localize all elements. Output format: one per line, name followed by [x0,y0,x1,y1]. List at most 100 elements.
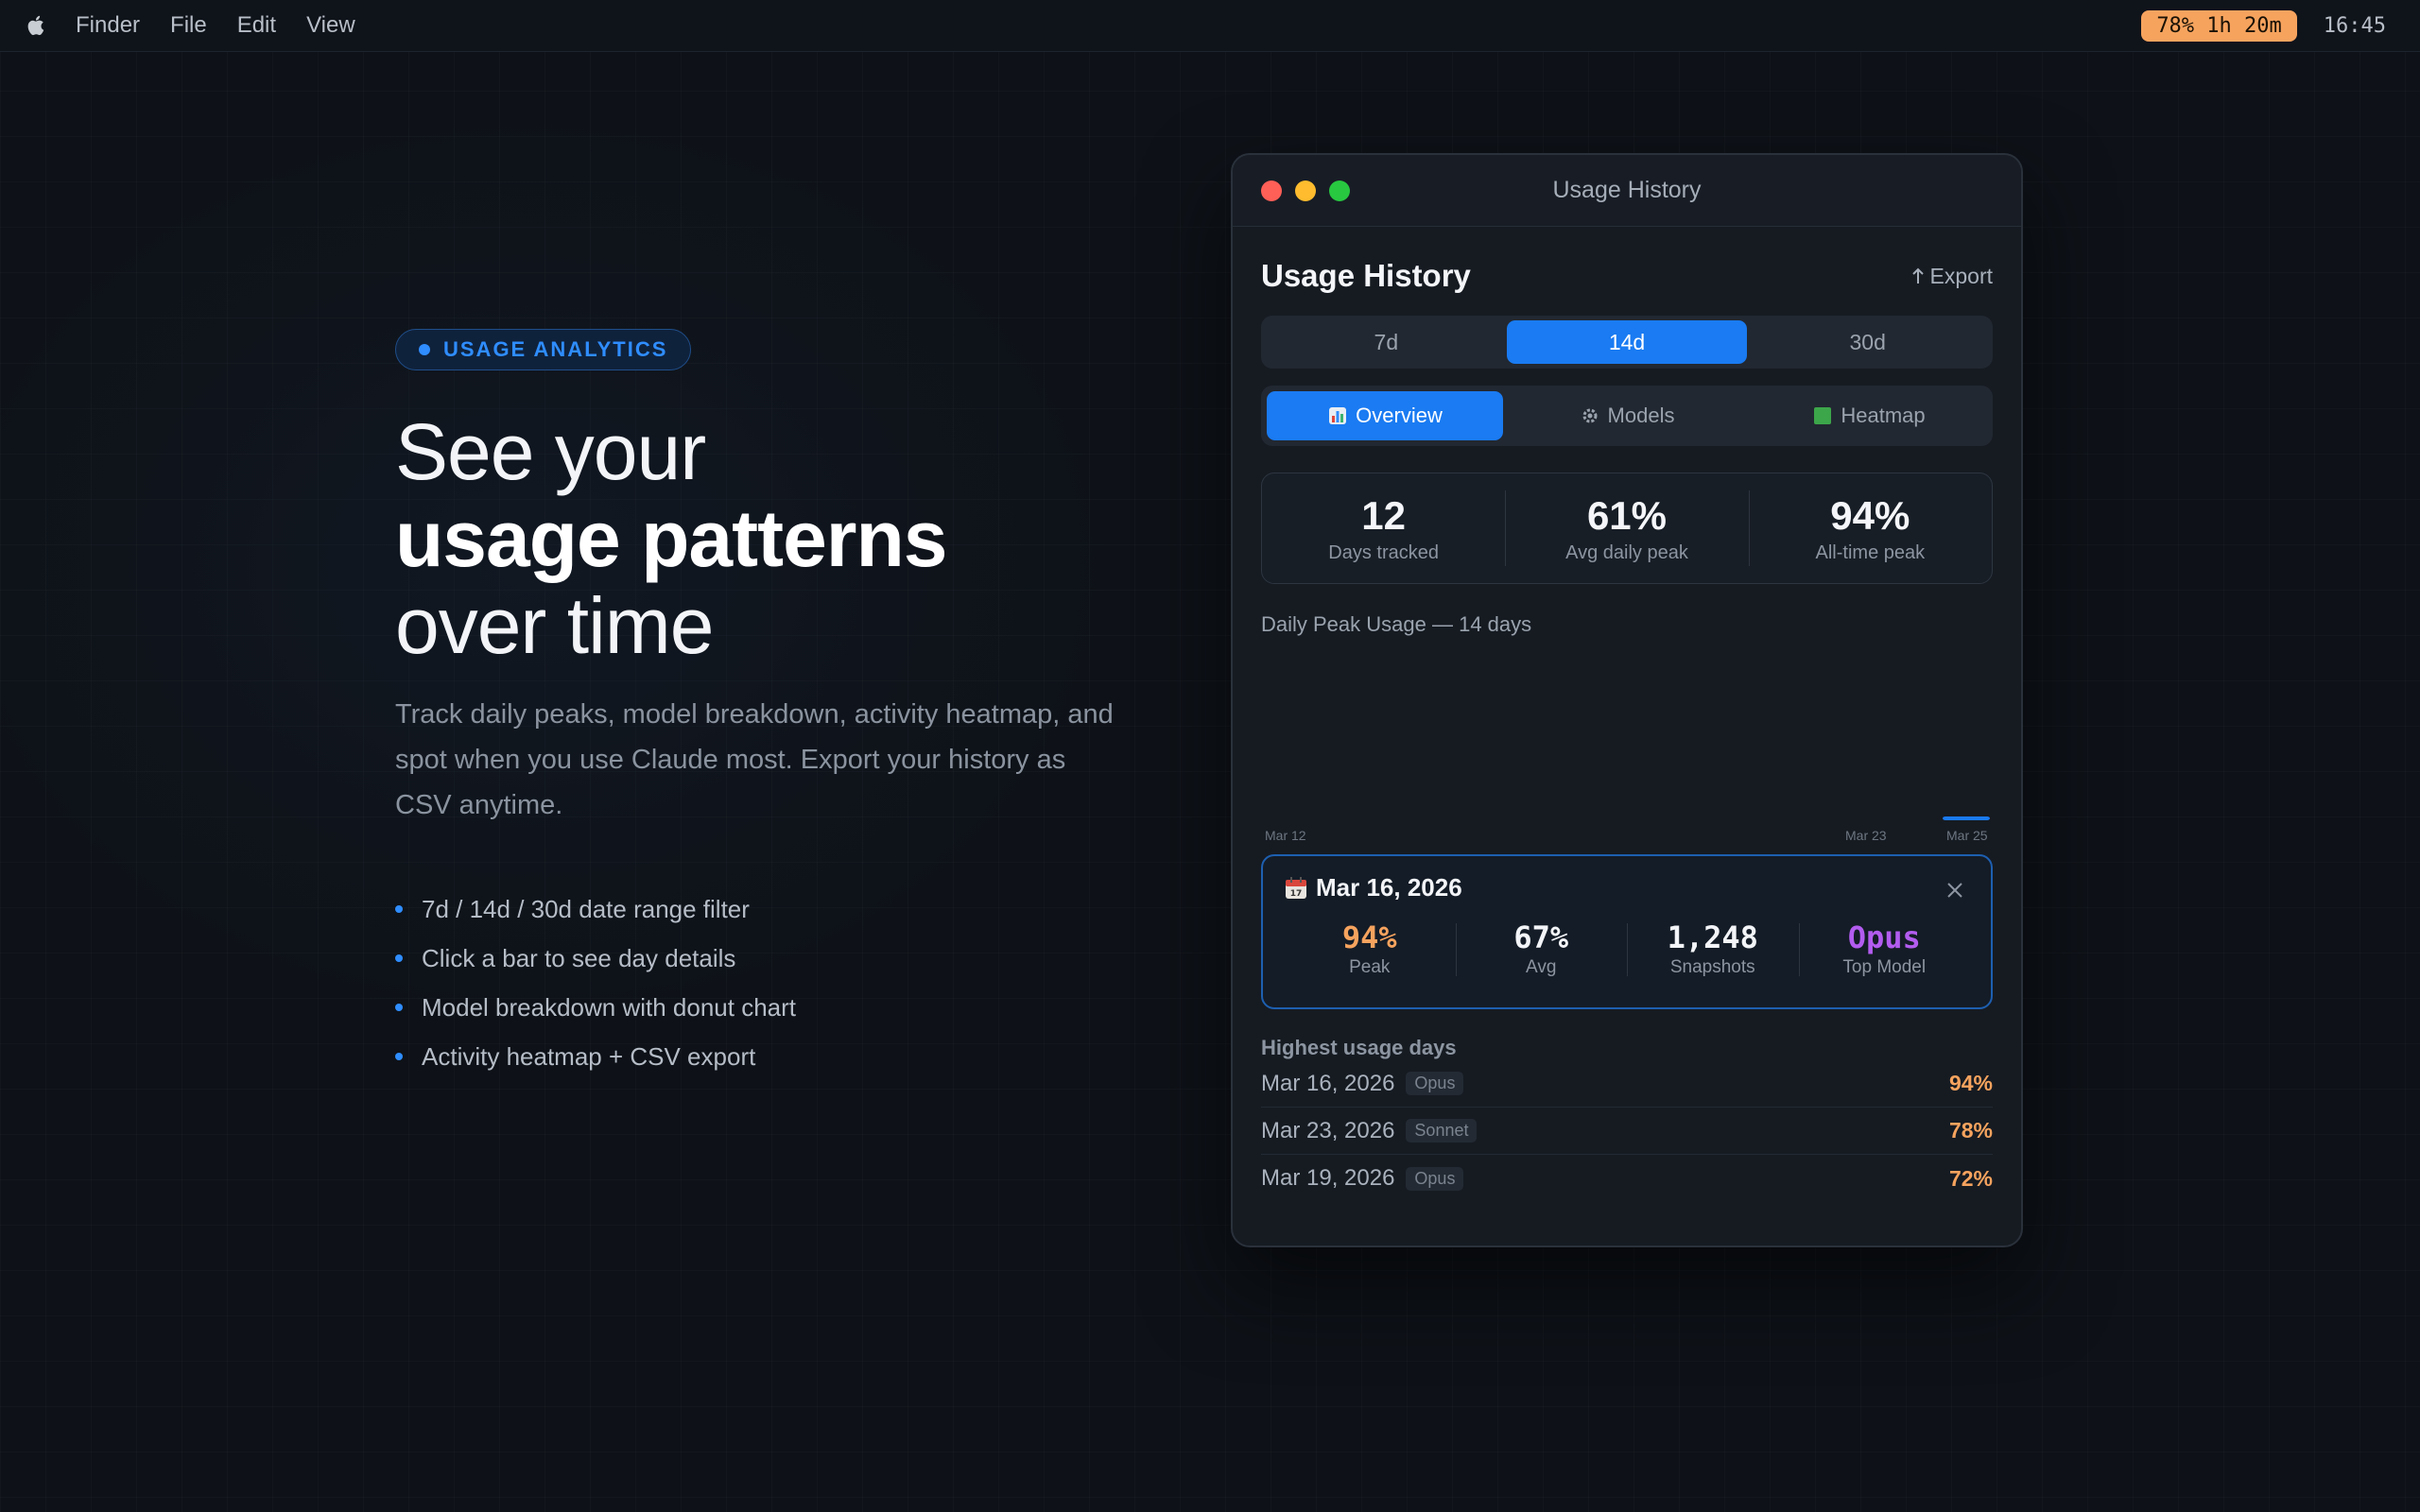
feature-item: Activity heatmap + CSV export [395,1032,1114,1081]
badge-dot-icon [419,344,430,355]
detail-label: Peak [1349,957,1391,977]
list-item[interactable]: Mar 23, 2026 Sonnet 78% [1261,1108,1993,1155]
window-title: Usage History [1552,177,1702,203]
detail-top-model: Opus Top Model [1798,919,1971,978]
feature-item: 7d / 14d / 30d date range filter [395,885,1114,934]
row-percent: 78% [1948,1118,1993,1143]
list-item[interactable]: Mar 16, 2026 Opus 94% [1261,1060,1993,1108]
row-date: Mar 16, 2026 [1261,1070,1395,1096]
zoom-window-button[interactable] [1329,180,1350,201]
detail-stats: 94% Peak 67% Avg 1,248 Snapshots Opus To… [1284,919,1970,978]
stat-label: Days tracked [1328,541,1440,563]
daily-peak-chart[interactable]: Mar 12 Mar 23 Mar 25 [1261,644,1993,850]
row-percent: 94% [1948,1071,1993,1095]
x-tick-label: Mar 12 [1265,828,1306,843]
tab-overview[interactable]: Overview [1267,391,1503,440]
feature-item: Model breakdown with donut chart [395,983,1114,1032]
tab-models-label: Models [1607,404,1675,427]
export-button[interactable]: Export [1911,264,1993,289]
feature-item: Click a bar to see day details [395,934,1114,983]
detail-value: 94% [1341,919,1397,955]
window-content: Usage History Export 7d 14d 30d Overview [1233,227,2021,1202]
svg-text:17: 17 [1290,889,1303,899]
stat-label: Avg daily peak [1565,541,1688,563]
hero-section: USAGE ANALYTICS See your usage patterns … [395,329,1114,1081]
window-titlebar[interactable]: Usage History [1233,155,2021,227]
detail-value: 67% [1513,919,1569,955]
menu-finder[interactable]: Finder [76,12,141,38]
minimize-window-button[interactable] [1295,180,1316,201]
export-label: Export [1929,263,1993,288]
detail-label: Snapshots [1669,957,1755,977]
tab-heatmap-label: Heatmap [1841,404,1926,427]
bullet-icon [395,954,403,962]
hero-headline: See your usage patterns over time [395,408,1114,669]
apple-icon[interactable] [26,13,47,38]
highest-usage-list: Mar 16, 2026 Opus 94% Mar 23, 2026 Sonne… [1261,1060,1993,1202]
close-window-button[interactable] [1261,180,1282,201]
badge-label: USAGE ANALYTICS [443,337,668,361]
bar-chart-icon [1327,405,1348,426]
stat-avg-daily-peak: 61% Avg daily peak [1505,473,1748,583]
stat-label: All-time peak [1815,541,1926,563]
detail-avg: 67% Avg [1455,919,1628,978]
menu-edit[interactable]: Edit [236,12,277,38]
tab-models[interactable]: Models [1509,391,1745,440]
menu-bar: Finder File Edit View 78% 1h 20m 16:45 [0,0,2420,52]
menu-clock: 16:45 [2323,13,2386,38]
detail-label: Top Model [1842,957,1927,977]
row-percent: 72% [1948,1165,1993,1191]
detail-date: Mar 16, 2026 [1316,873,1462,902]
menu-view[interactable]: View [306,12,355,38]
feature-text: Model breakdown with donut chart [422,992,797,1022]
menu-file[interactable]: File [170,12,207,38]
range-option-30d[interactable]: 30d [1849,329,1886,354]
usage-status-pill[interactable]: 78% 1h 20m [2141,9,2297,42]
close-icon[interactable] [1945,881,1964,900]
day-detail-card: 17 Mar 16, 2026 94% Peak 67% Avg 1,248 S… [1261,854,1993,1009]
row-date: Mar 23, 2026 [1261,1117,1395,1143]
panel-title: Usage History [1261,258,1471,293]
model-tag: Opus [1406,1072,1464,1095]
view-tabs: Overview Models Heatmap [1261,386,1993,446]
bullet-icon [395,1053,403,1060]
row-date: Mar 19, 2026 [1261,1165,1395,1191]
gear-icon [1580,405,1600,426]
x-tick-label: Mar 23 [1845,828,1887,843]
feature-list: 7d / 14d / 30d date range filter Click a… [395,885,1114,1081]
section-badge: USAGE ANALYTICS [395,329,692,370]
date-range-selector: 7d 14d 30d [1261,316,1993,369]
headline-line-2: usage patterns [395,494,948,583]
stat-value: 61% [1586,492,1668,538]
export-arrow-icon [1911,267,1924,284]
list-item[interactable]: Mar 19, 2026 Opus 72% [1261,1155,1993,1202]
range-option-14d[interactable]: 14d [1506,320,1748,364]
green-square-icon [1812,405,1833,426]
stat-value: 12 [1361,492,1407,538]
chart-bar[interactable] [1943,816,1990,820]
stat-value: 94% [1830,492,1910,538]
hero-description: Track daily peaks, model breakdown, acti… [395,699,1114,820]
highest-usage-title: Highest usage days [1261,1036,1457,1059]
tab-heatmap[interactable]: Heatmap [1751,391,1987,440]
feature-text: Click a bar to see day details [422,943,736,972]
stat-days-tracked: 12 Days tracked [1262,473,1505,583]
model-tag: Opus [1406,1166,1464,1191]
detail-value: Opus [1847,919,1921,955]
bullet-icon [395,905,403,913]
range-option-7d[interactable]: 7d [1374,329,1399,354]
detail-label: Avg [1526,957,1557,977]
chart-canvas [1943,816,1990,820]
tab-overview-label: Overview [1356,404,1443,427]
detail-value: 1,248 [1667,919,1758,955]
headline-line-1: See your [395,407,706,496]
bullet-icon [395,1004,403,1011]
feature-text: 7d / 14d / 30d date range filter [422,894,750,923]
calendar-icon: 17 [1284,876,1308,901]
summary-stats: 12 Days tracked 61% Avg daily peak 94% A… [1261,472,1993,584]
detail-header: 17 Mar 16, 2026 [1284,873,1970,902]
stat-all-time-peak: 94% All-time peak [1748,473,1992,583]
headline-line-3: over time [395,581,714,670]
usage-history-window: Usage History Usage History Export 7d 14… [1231,153,2023,1247]
